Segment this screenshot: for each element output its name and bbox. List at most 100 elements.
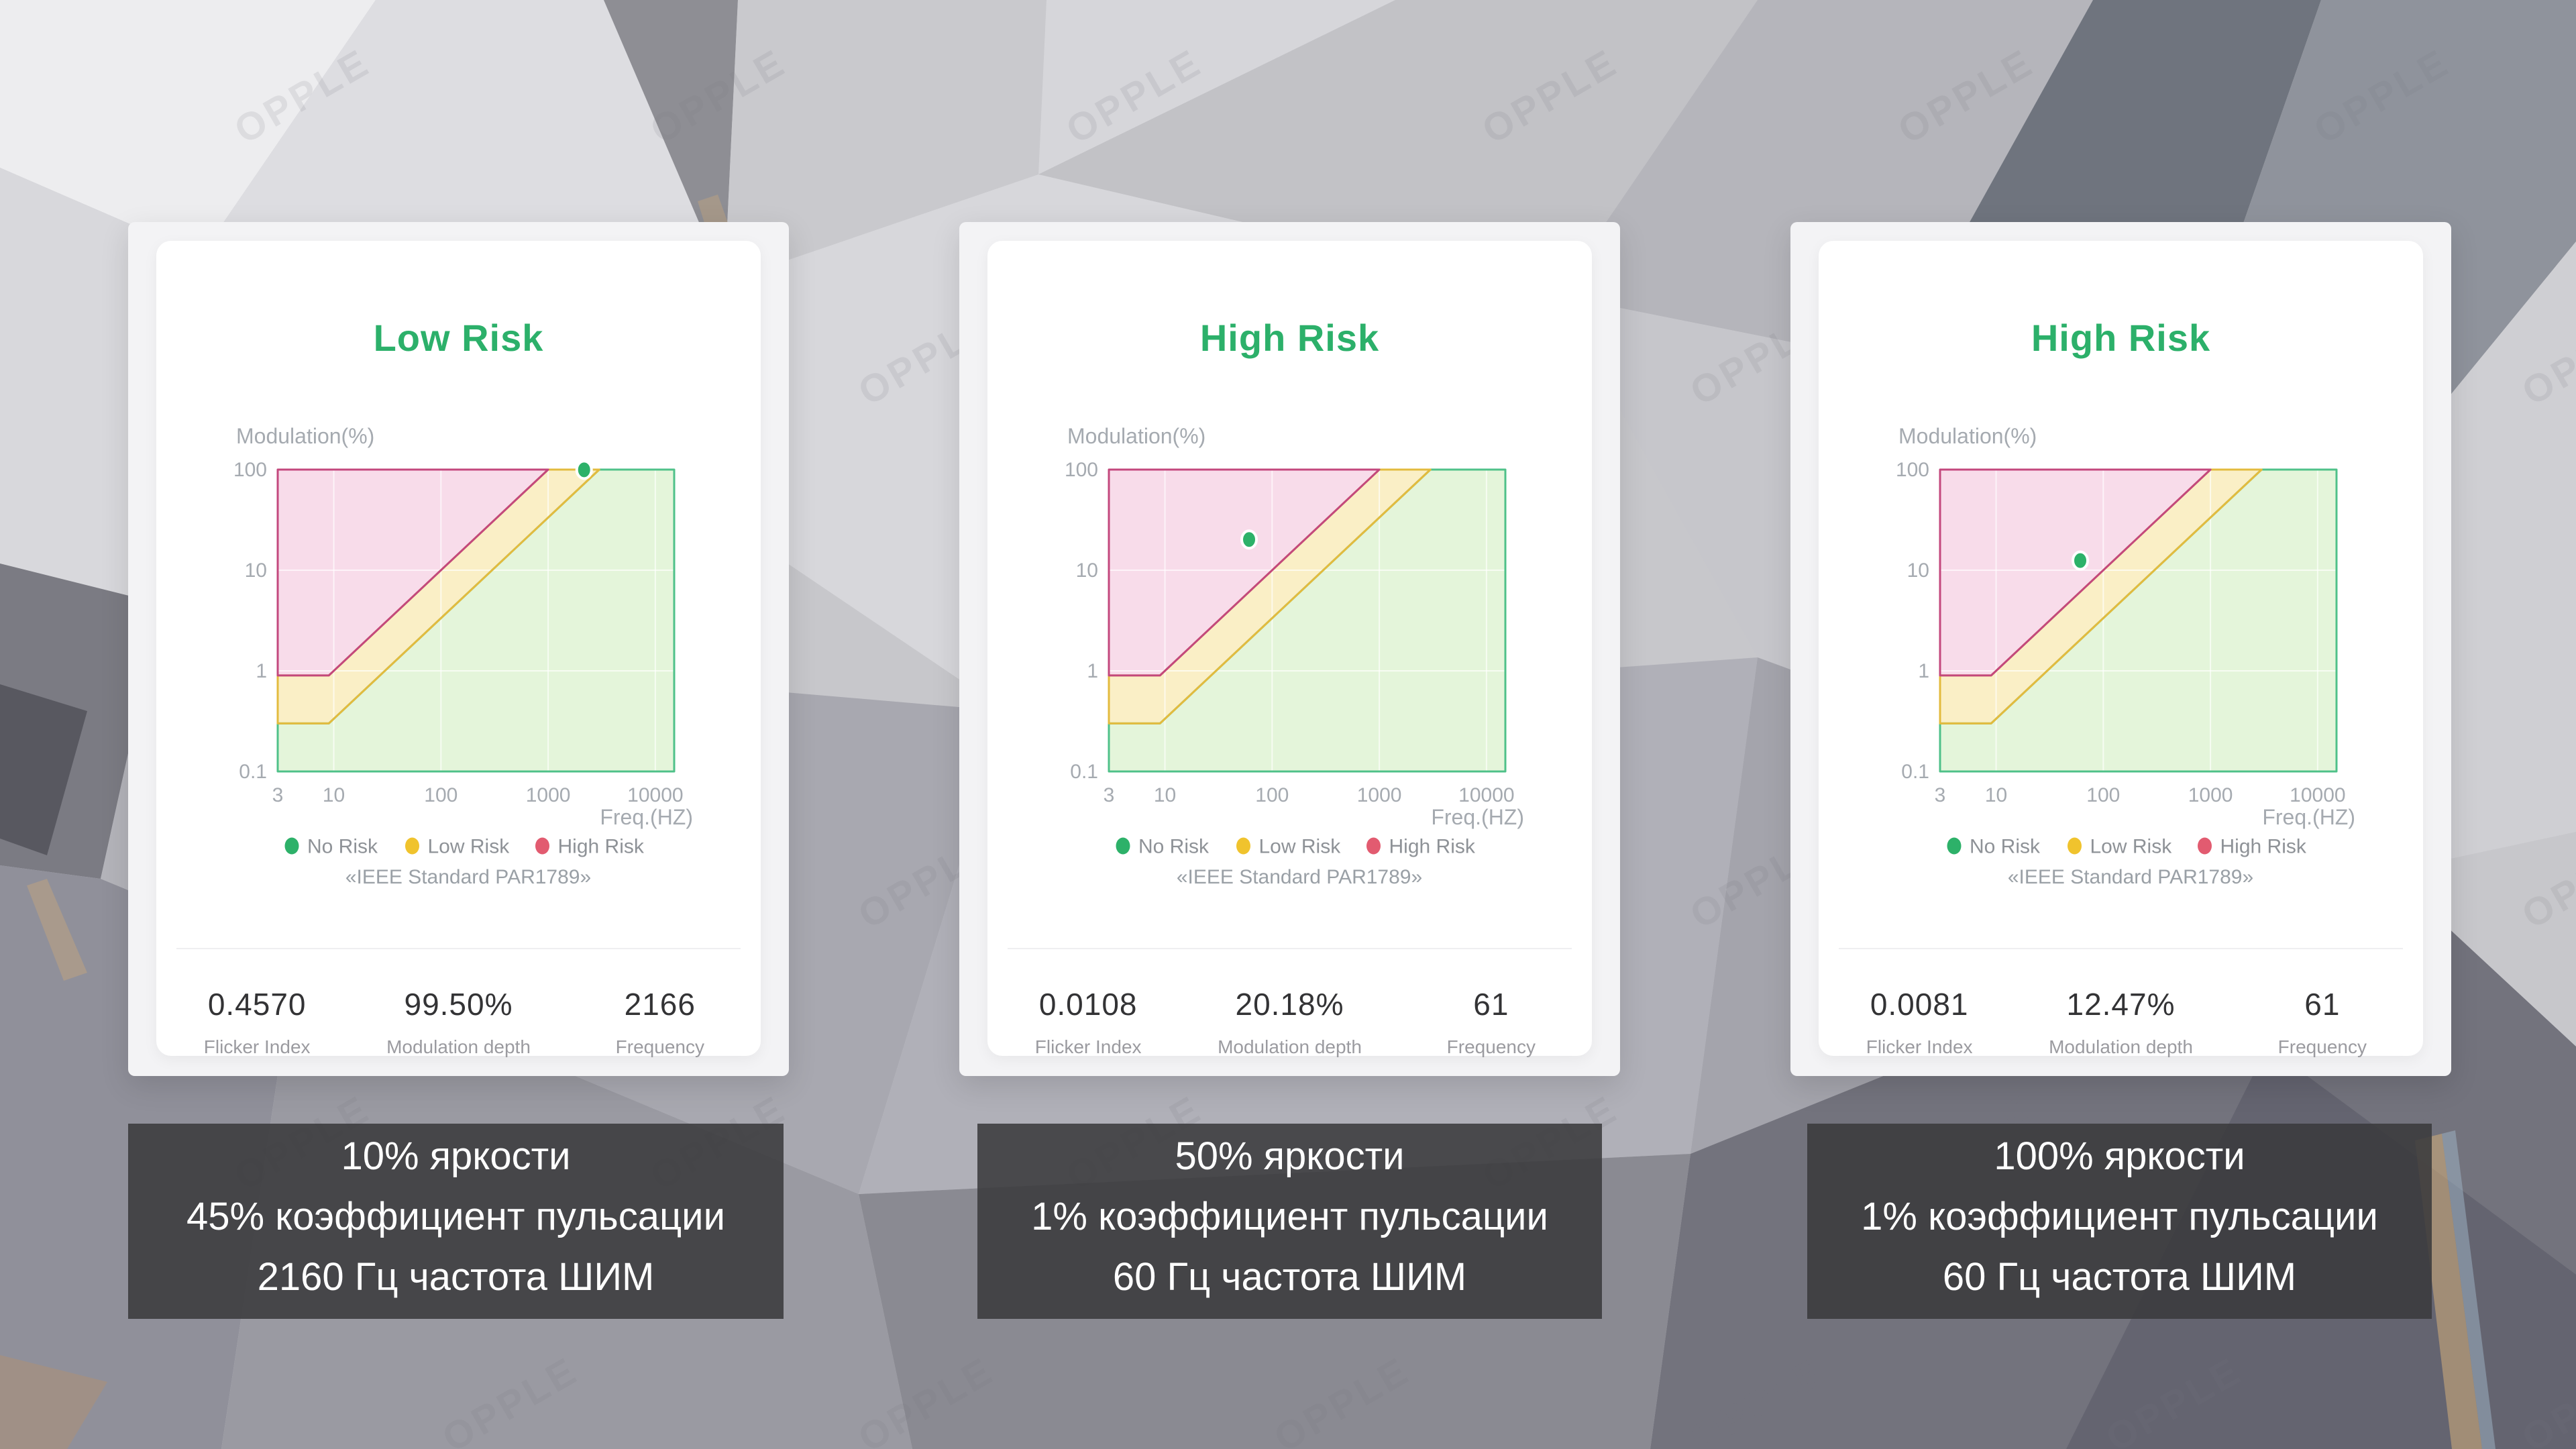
x-axis: 3 10 100 1000 10000 (272, 784, 684, 806)
y-axis-label: Modulation(%) (1067, 424, 1205, 448)
grid-lines (1109, 470, 1505, 771)
x-axis-tick: 3 (1104, 784, 1115, 806)
risk-card-1: Low Risk 3 10 100 1000 10000 100 10 1 0.1 Modulat… (128, 222, 789, 1076)
x-axis-tick: 10 (1985, 784, 2007, 806)
stat-value: 0.4570 (207, 987, 307, 1022)
legend-item: No Risk (284, 836, 378, 858)
y-axis: 100 10 1 0.1 (233, 459, 267, 783)
region-outline-high-risk (276, 468, 549, 677)
caption-line: 45% коэффициент пульсации (186, 1195, 725, 1238)
region-no-risk (1109, 470, 1505, 771)
region-outline-high-risk (1939, 468, 2212, 677)
flicker-risk-chart: 3 10 100 1000 10000 100 10 1 0.1 Modulation(%) Fre… (1896, 424, 2355, 888)
legend-dot (1366, 837, 1381, 855)
x-axis-label: Freq.(HZ) (1431, 805, 1524, 829)
y-axis-tick: 100 (1896, 459, 1929, 481)
x-axis-label: Freq.(HZ) (600, 805, 693, 829)
x-axis-tick: 1000 (2188, 784, 2233, 806)
risk-verdict: High Risk (2031, 317, 2211, 359)
stat-value: 61 (1473, 987, 1509, 1022)
stat-value: 0.0108 (1038, 987, 1138, 1022)
legend-item: High Risk (2198, 836, 2307, 858)
legend-item: Low Risk (1236, 836, 1341, 858)
x-axis-label: Freq.(HZ) (2262, 805, 2355, 829)
legend-label: Low Risk (428, 836, 511, 858)
y-axis-tick: 0.1 (239, 761, 267, 783)
stat-frequency: 61 Frequency (2222, 984, 2423, 1058)
stat-label: Frequency (615, 1036, 704, 1057)
stat-value: 0.0081 (1870, 987, 1969, 1022)
x-axis-tick: 3 (272, 784, 284, 806)
legend-label: No Risk (1138, 836, 1210, 858)
y-axis: 100 10 1 0.1 (1065, 459, 1098, 783)
legend-label: High Risk (2220, 836, 2307, 858)
caption-line: 60 Гц частота ШИМ (1112, 1255, 1467, 1299)
legend-label: No Risk (307, 836, 378, 858)
x-axis-tick: 100 (2086, 784, 2120, 806)
x-axis-tick: 1000 (1357, 784, 1402, 806)
x-axis-tick: 10000 (1458, 784, 1514, 806)
caption-box-3: 100% яркости 1% коэффициент пульсации 60… (1807, 1124, 2432, 1319)
risk-verdict: High Risk (1199, 317, 1380, 359)
y-axis-tick: 0.1 (1070, 761, 1098, 783)
stat-frequency: 2166 Frequency (559, 984, 761, 1058)
legend-dot (535, 837, 549, 855)
legend: No Risk Low Risk High Risk (1116, 836, 1476, 858)
y-axis-tick: 100 (233, 459, 267, 481)
caption-line: 100% яркости (1994, 1134, 2245, 1178)
legend-dot (284, 837, 299, 855)
stat-modulation-depth: 99.50% Modulation depth (358, 984, 559, 1058)
y-axis-tick: 1 (1918, 660, 1929, 682)
legend-label: Low Risk (1259, 836, 1342, 858)
stat-label: Modulation depth (2049, 1036, 2193, 1057)
legend: No Risk Low Risk High Risk (1947, 836, 2307, 858)
legend-dot (1236, 837, 1250, 855)
region-no-risk (278, 470, 674, 771)
caption-box-1: 10% яркости 45% коэффициент пульсации 21… (128, 1124, 784, 1319)
standard-note: «IEEE Standard PAR1789» (2008, 866, 2253, 888)
risk-card-3: High Risk 3 10 100 1000 10000 100 10 1 0.1 Modula… (1790, 222, 2451, 1076)
x-axis-tick: 10 (323, 784, 345, 806)
risk-card-2: High Risk 3 10 100 1000 10000 100 10 1 0.1 Modula… (959, 222, 1620, 1076)
region-high-risk (278, 470, 549, 676)
card-panel: Low Risk 3 10 100 1000 10000 100 10 1 0.1 Modulat… (156, 241, 761, 1058)
y-axis-tick: 10 (1907, 559, 1929, 582)
y-axis-tick: 100 (1065, 459, 1098, 481)
grid-lines (1940, 470, 2337, 771)
card-panel: High Risk 3 10 100 1000 10000 100 10 1 0.1 Modula… (987, 241, 1592, 1058)
legend-label: High Risk (558, 836, 645, 858)
y-axis-label: Modulation(%) (1898, 424, 2037, 448)
grid-lines (278, 470, 674, 771)
legend-dot (2198, 837, 2212, 855)
stat-label: Flicker Index (1866, 1036, 1973, 1057)
risk-verdict: Low Risk (373, 317, 544, 359)
region-low-risk (278, 470, 600, 724)
region-no-risk (1940, 470, 2337, 771)
stat-value: 61 (2304, 987, 2341, 1022)
stat-label: Flicker Index (203, 1036, 311, 1057)
stat-value: 99.50% (404, 987, 513, 1022)
card-panel: High Risk 3 10 100 1000 10000 100 10 1 0.1 Modula… (1819, 241, 2423, 1058)
stat-value: 2166 (624, 987, 696, 1022)
caption-line: 2160 Гц частота ШИМ (257, 1255, 655, 1299)
legend-item: No Risk (1947, 836, 2041, 858)
stat-frequency: 61 Frequency (1391, 984, 1592, 1058)
legend-dot (2068, 837, 2082, 855)
y-axis-tick: 10 (1076, 559, 1098, 582)
legend-item: Low Risk (2068, 836, 2172, 858)
caption-box-2: 50% яркости 1% коэффициент пульсации 60 … (977, 1124, 1602, 1319)
legend-label: High Risk (1389, 836, 1476, 858)
legend-dot (1116, 837, 1130, 855)
standard-note: «IEEE Standard PAR1789» (1177, 866, 1422, 888)
data-point (1240, 529, 1258, 550)
y-axis-label: Modulation(%) (236, 424, 374, 448)
legend-item: High Risk (535, 836, 645, 858)
stats-row: 0.0108 Flicker Index 20.18% Modulation d… (987, 984, 1592, 1058)
legend-label: No Risk (1970, 836, 2041, 858)
x-axis-tick: 100 (1255, 784, 1289, 806)
legend-dot (405, 837, 419, 855)
stat-label: Modulation depth (1218, 1036, 1362, 1057)
x-axis-tick: 1000 (526, 784, 571, 806)
stat-modulation-depth: 20.18% Modulation depth (1189, 984, 1390, 1058)
